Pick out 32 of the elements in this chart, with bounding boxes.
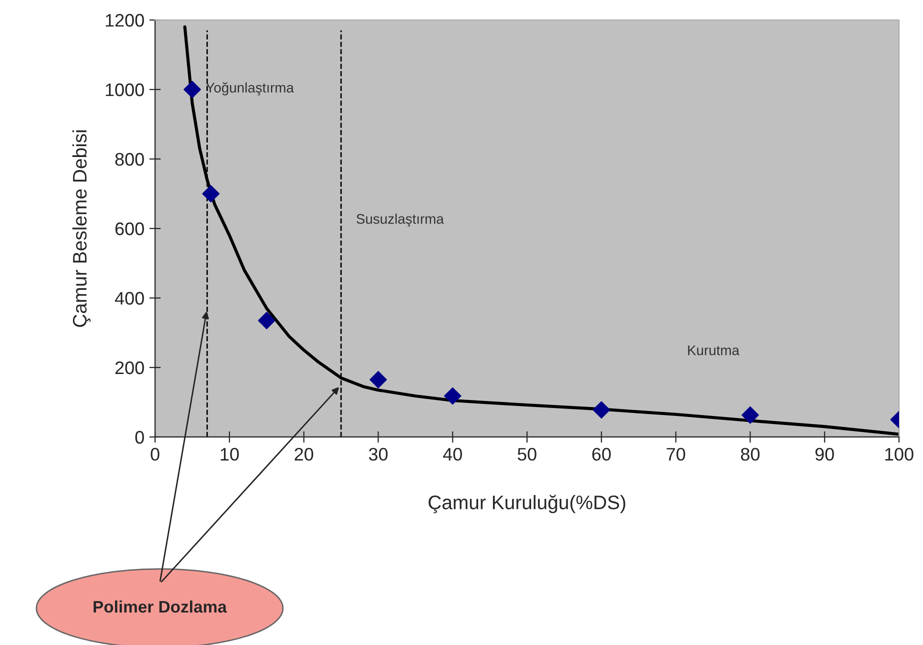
x-axis-title: Çamur Kuruluğu(%DS) <box>428 494 626 514</box>
annotation: Yoğunlaştırma <box>206 82 294 96</box>
point <box>444 387 462 405</box>
x-tick-label: 90 <box>815 448 834 461</box>
point <box>202 185 220 202</box>
point <box>742 406 759 424</box>
line-series <box>183 25 899 436</box>
y-tick-label: 1200 <box>106 14 144 27</box>
x-tick-label: 20 <box>294 448 314 461</box>
x-tick-label: 0 <box>150 448 160 461</box>
point <box>184 80 201 98</box>
y-tick-label: 200 <box>115 361 144 374</box>
x-tick-label: 50 <box>518 448 536 461</box>
point <box>592 401 610 419</box>
y-tick-label: 1000 <box>106 83 144 96</box>
x-tick-label: 30 <box>368 448 388 461</box>
y-tick-label: 600 <box>115 222 144 236</box>
point <box>258 312 276 330</box>
y-tick-label: 800 <box>115 152 144 166</box>
y-axis-title: Çamur Besleme Debisi <box>72 130 91 327</box>
x-tick-label: 70 <box>666 448 686 461</box>
x-tick-label: 80 <box>740 448 760 461</box>
point <box>370 370 387 388</box>
x-tick-label: 60 <box>592 448 611 461</box>
y-tick-label: 0 <box>135 430 144 444</box>
x-tick-label: 40 <box>443 448 462 461</box>
x-tick-label: 10 <box>220 448 239 461</box>
annotation: Polimer Dozlama <box>94 600 227 613</box>
annotation: Susuzlaştırma <box>356 214 444 227</box>
x-tick-label: 100 <box>885 448 914 461</box>
annotation: Kurutma <box>688 346 740 356</box>
y-tick-label: 400 <box>114 292 144 305</box>
